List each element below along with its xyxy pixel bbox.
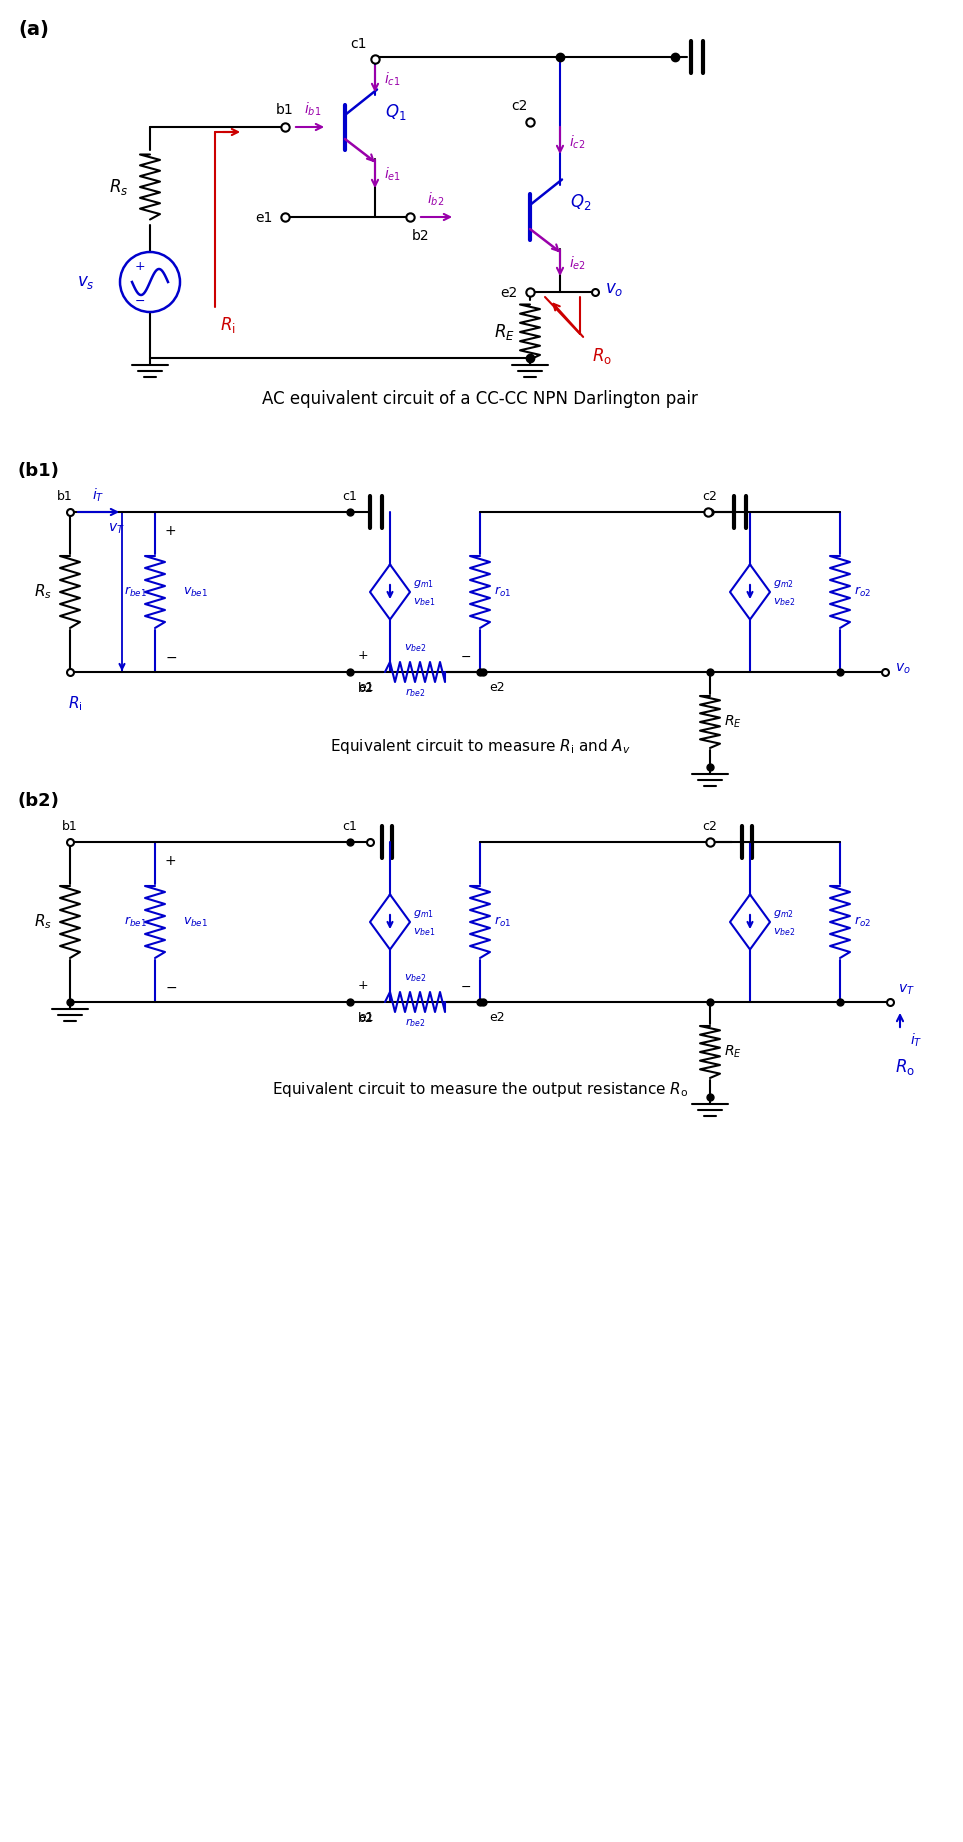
Text: $R_\mathrm{o}$: $R_\mathrm{o}$ bbox=[895, 1057, 915, 1078]
Text: $i_{e1}$: $i_{e1}$ bbox=[384, 166, 401, 182]
Text: $v_{be2}$: $v_{be2}$ bbox=[773, 927, 795, 938]
Text: +: + bbox=[165, 523, 176, 538]
Text: $i_T$: $i_T$ bbox=[910, 1032, 923, 1050]
Text: $v_{be2}$: $v_{be2}$ bbox=[403, 973, 427, 984]
Text: AC equivalent circuit of a CC-CC NPN Darlington pair: AC equivalent circuit of a CC-CC NPN Dar… bbox=[262, 391, 698, 407]
Text: $R_E$: $R_E$ bbox=[724, 715, 742, 729]
Text: $v_T$: $v_T$ bbox=[898, 982, 915, 997]
Text: $R_E$: $R_E$ bbox=[494, 322, 515, 343]
Text: $R_\mathrm{i}$: $R_\mathrm{i}$ bbox=[67, 694, 82, 713]
Text: $R_\mathrm{o}$: $R_\mathrm{o}$ bbox=[592, 346, 612, 367]
Text: b1: b1 bbox=[57, 490, 73, 503]
Text: $i_{c2}$: $i_{c2}$ bbox=[569, 133, 586, 151]
Text: $r_{o1}$: $r_{o1}$ bbox=[494, 915, 511, 928]
Text: $i_{c1}$: $i_{c1}$ bbox=[384, 70, 401, 88]
Text: $v_{be2}$: $v_{be2}$ bbox=[773, 597, 795, 608]
Text: $-$: $-$ bbox=[135, 293, 145, 306]
Text: $r_{be2}$: $r_{be2}$ bbox=[404, 685, 426, 698]
Text: $v_s$: $v_s$ bbox=[77, 273, 95, 291]
Text: $R_s$: $R_s$ bbox=[34, 912, 52, 932]
Text: c1: c1 bbox=[351, 37, 367, 52]
Text: $r_{o2}$: $r_{o2}$ bbox=[854, 915, 872, 928]
Text: $v_{be2}$: $v_{be2}$ bbox=[403, 643, 427, 654]
Text: c2: c2 bbox=[511, 99, 528, 112]
Text: +: + bbox=[358, 978, 369, 993]
Text: $R_s$: $R_s$ bbox=[34, 582, 52, 600]
Text: $Q_2$: $Q_2$ bbox=[570, 192, 591, 212]
Text: b1: b1 bbox=[63, 820, 78, 833]
Text: $g_{m2}$: $g_{m2}$ bbox=[773, 908, 794, 919]
Text: $-$: $-$ bbox=[165, 980, 177, 995]
Text: $g_{m1}$: $g_{m1}$ bbox=[413, 578, 434, 589]
Text: e1: e1 bbox=[255, 212, 273, 225]
Text: $v_{be1}$: $v_{be1}$ bbox=[183, 915, 208, 928]
Text: $i_{b1}$: $i_{b1}$ bbox=[304, 101, 322, 118]
Text: $i_{b2}$: $i_{b2}$ bbox=[428, 190, 445, 208]
Text: +: + bbox=[165, 855, 176, 868]
Text: c1: c1 bbox=[343, 820, 357, 833]
Text: $i_T$: $i_T$ bbox=[91, 486, 104, 505]
Text: e2: e2 bbox=[489, 682, 505, 694]
Text: $R_E$: $R_E$ bbox=[724, 1044, 742, 1061]
Text: $r_{be1}$: $r_{be1}$ bbox=[124, 915, 147, 928]
Text: b2: b2 bbox=[358, 682, 374, 694]
Text: $i_{e2}$: $i_{e2}$ bbox=[569, 254, 586, 273]
Text: +: + bbox=[358, 648, 369, 661]
Text: $r_{o2}$: $r_{o2}$ bbox=[854, 586, 872, 599]
Text: e1: e1 bbox=[358, 682, 374, 694]
Text: c2: c2 bbox=[703, 820, 717, 833]
Text: c2: c2 bbox=[703, 490, 717, 503]
Text: (b2): (b2) bbox=[18, 792, 60, 810]
Text: $-$: $-$ bbox=[460, 650, 471, 663]
Text: $v_{be1}$: $v_{be1}$ bbox=[413, 597, 435, 608]
Text: e2: e2 bbox=[501, 286, 518, 300]
Text: $v_{be1}$: $v_{be1}$ bbox=[413, 927, 435, 938]
Text: $Q_1$: $Q_1$ bbox=[385, 101, 406, 122]
Text: b2: b2 bbox=[358, 1011, 374, 1024]
Text: b1: b1 bbox=[276, 103, 294, 118]
Text: c1: c1 bbox=[343, 490, 357, 503]
Text: e1: e1 bbox=[358, 1011, 374, 1024]
Text: Equivalent circuit to measure the output resistance $R_\mathrm{o}$: Equivalent circuit to measure the output… bbox=[272, 1079, 689, 1100]
Text: $g_{m2}$: $g_{m2}$ bbox=[773, 578, 794, 589]
Text: (b1): (b1) bbox=[18, 462, 60, 481]
Text: $r_{be2}$: $r_{be2}$ bbox=[404, 1017, 426, 1030]
Text: $v_{be1}$: $v_{be1}$ bbox=[183, 586, 208, 599]
Text: +: + bbox=[135, 260, 145, 273]
Text: $-$: $-$ bbox=[165, 650, 177, 663]
Text: $g_{m1}$: $g_{m1}$ bbox=[413, 908, 434, 919]
Text: $R_s$: $R_s$ bbox=[109, 177, 128, 197]
Text: b2: b2 bbox=[412, 228, 429, 243]
Text: $v_o$: $v_o$ bbox=[605, 280, 623, 298]
Text: $r_{o1}$: $r_{o1}$ bbox=[494, 586, 511, 599]
Text: $v_o$: $v_o$ bbox=[895, 661, 911, 676]
Text: Equivalent circuit to measure $R_\mathrm{i}$ and $A_v$: Equivalent circuit to measure $R_\mathrm… bbox=[329, 737, 631, 755]
Text: $v_T$: $v_T$ bbox=[108, 521, 125, 536]
Text: $-$: $-$ bbox=[460, 980, 471, 993]
Text: $R_\mathrm{i}$: $R_\mathrm{i}$ bbox=[220, 315, 236, 335]
Text: (a): (a) bbox=[18, 20, 49, 39]
Text: $r_{be1}$: $r_{be1}$ bbox=[124, 586, 147, 599]
Text: e2: e2 bbox=[489, 1011, 505, 1024]
